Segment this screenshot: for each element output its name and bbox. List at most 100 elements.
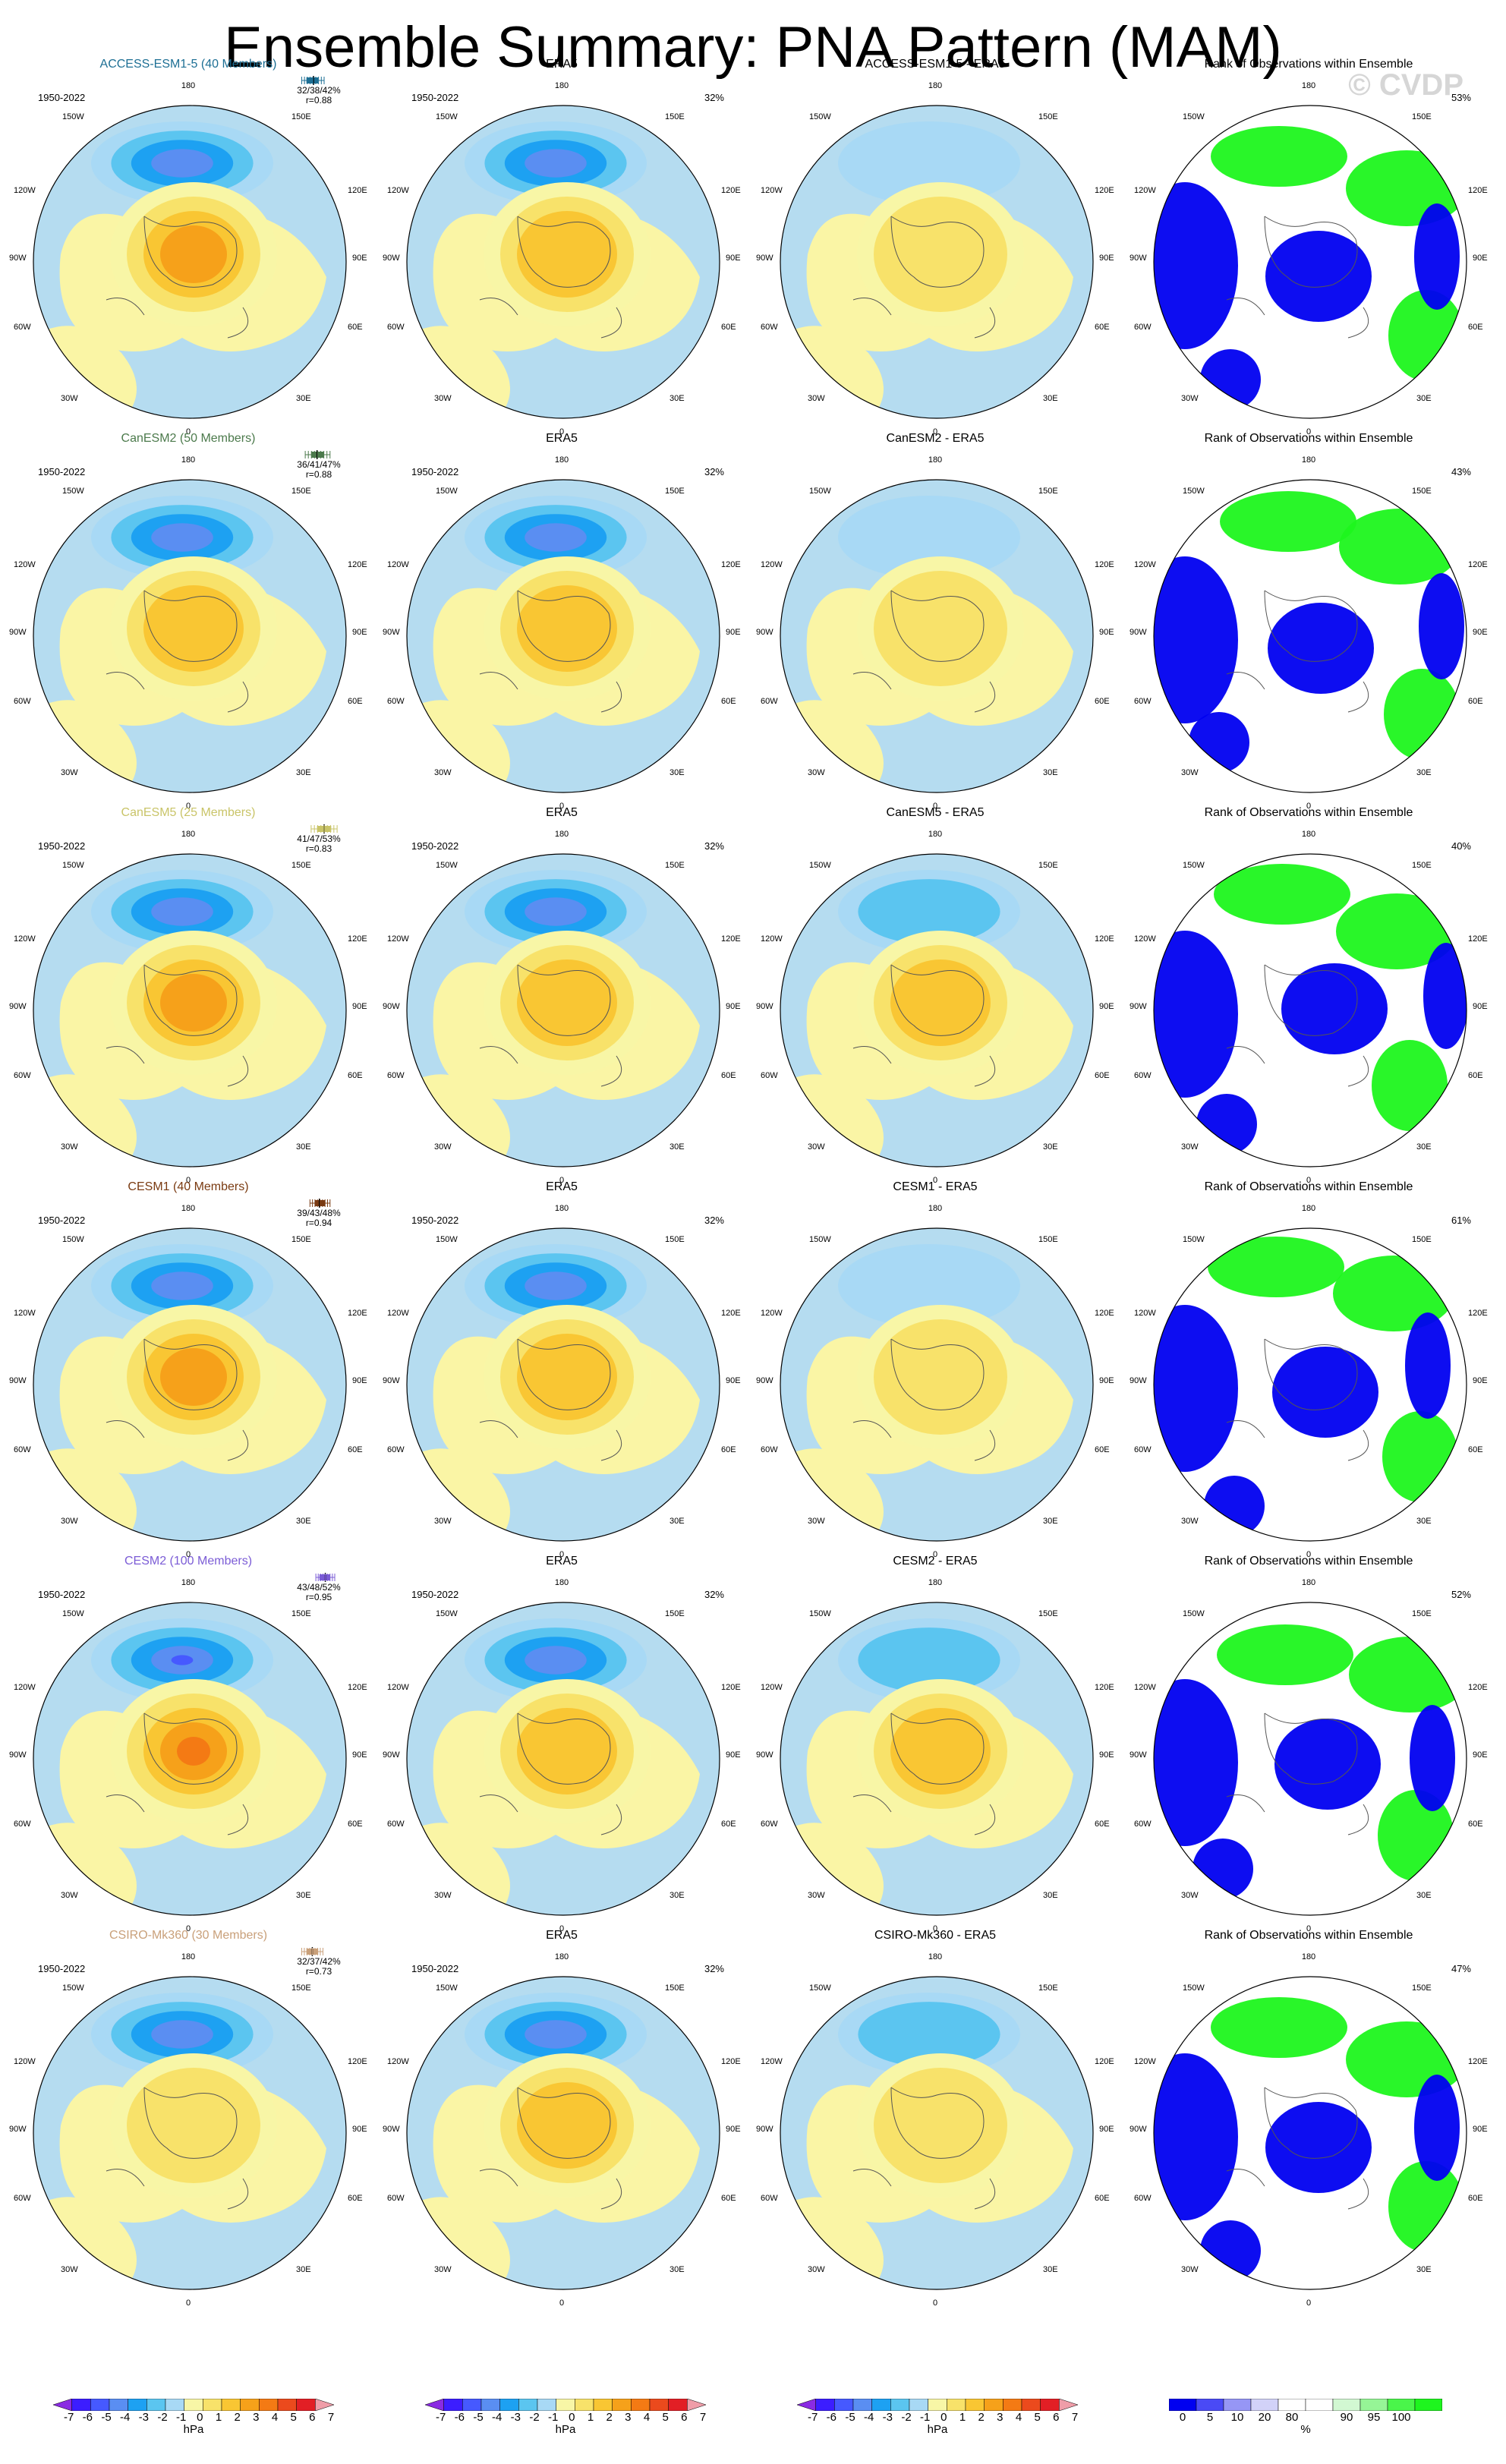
compass-label-mid_lower_right: 60E — [1468, 697, 1483, 706]
difference-panel-title: CESM1 - ERA5 — [893, 1180, 978, 1193]
rank-region — [1339, 509, 1460, 584]
colorbar-swatch — [871, 2399, 891, 2411]
years-label: 1950-2022 — [38, 92, 86, 103]
colorbar-tick-label: -3 — [882, 2411, 893, 2424]
map-border — [1153, 1602, 1467, 1916]
colorbar-swatch — [296, 2399, 316, 2411]
compass-label-right: 90E — [1473, 1002, 1488, 1011]
compass-label-mid_upper_left: 120W — [761, 560, 783, 569]
arctic-high-contour — [874, 1319, 1007, 1435]
compass-label-lower_left: 30W — [1181, 394, 1199, 403]
compass-label-top: 180 — [1301, 1578, 1316, 1587]
compass-label-left: 90W — [383, 1750, 400, 1760]
colorbar-swatch — [518, 2399, 538, 2411]
compass-label-left: 90W — [9, 1376, 27, 1385]
compass-label-top: 180 — [181, 830, 196, 839]
coastlines — [852, 1713, 996, 1835]
colorbar-tick-label: -1 — [547, 2411, 559, 2424]
compass-label-upper_right: 150E — [291, 487, 311, 496]
era5-panel: ERA5 1950-2022 32% 180 0 90W 90E 150W 150E 120W 12… — [373, 431, 750, 811]
arctic-high-contour — [890, 959, 991, 1046]
coastlines — [852, 216, 996, 339]
rank-region — [1204, 1476, 1265, 1536]
compass-label-upper_right: 150E — [291, 1235, 311, 1244]
compass-label-mid_lower_right: 60E — [1095, 697, 1110, 706]
stat-correlation: r=0.94 — [305, 1218, 332, 1228]
compass-label-lower_right: 30E — [670, 768, 685, 777]
stat-correlation: r=0.83 — [305, 843, 332, 854]
compass-label-mid_upper_right: 120E — [348, 934, 367, 944]
rank-percent: 47% — [1451, 1963, 1471, 1974]
rank-region — [1208, 1237, 1344, 1297]
ensemble-stats: 36/41/47% r=0.88 — [288, 460, 349, 480]
compass-label-mid_upper_right: 120E — [1468, 2057, 1488, 2066]
compass-label-lower_right: 30E — [1416, 768, 1432, 777]
compass-label-right: 90E — [726, 1750, 741, 1760]
colorbar-tick-label: 6 — [1053, 2411, 1060, 2424]
stat-correlation: r=0.88 — [305, 469, 332, 480]
rank-region — [1405, 1312, 1451, 1419]
rank-percent: 43% — [1451, 466, 1471, 477]
rank-panel-title: Rank of Observations within Ensemble — [1204, 1180, 1413, 1193]
compass-label-bottom: 0 — [932, 427, 938, 436]
colorbar-tick-label: 80 — [1285, 2411, 1299, 2424]
compass-label-top: 180 — [554, 830, 569, 839]
compass-label-mid_upper_left: 120W — [387, 560, 409, 569]
compass-label-top: 180 — [181, 81, 196, 90]
coastlines — [106, 590, 249, 713]
era5-panel: ERA5 1950-2022 32% 180 0 90W 90E 150W 150E 120W 12… — [373, 1554, 750, 1933]
era5-percent: 32% — [704, 1963, 724, 1974]
map-border — [1153, 1976, 1467, 2290]
colorbar-swatches — [425, 2399, 706, 2411]
era5-map — [406, 853, 720, 1167]
compass-label-mid_upper_left: 120W — [761, 2057, 783, 2066]
compass-label-bottom: 0 — [559, 1550, 565, 1559]
years-label: 1950-2022 — [38, 1589, 86, 1600]
compass-label-lower_left: 30W — [61, 394, 78, 403]
compass-label-bottom: 0 — [559, 427, 565, 436]
pacific-low-contour — [525, 523, 587, 552]
compass-label-upper_right: 150E — [1038, 1983, 1058, 1993]
arctic-high-contour — [517, 1334, 617, 1420]
difference-map — [780, 1227, 1094, 1542]
rank-region — [1193, 1839, 1253, 1899]
compass-label-mid_lower_left: 60W — [14, 1071, 31, 1080]
colorbar-tick-label: 2 — [606, 2411, 613, 2424]
rank-map — [1153, 1602, 1467, 1916]
ensemble-stats: 43/48/52% r=0.95 — [288, 1583, 349, 1602]
rank-map — [1153, 1976, 1467, 2290]
compass-label-top: 180 — [181, 1204, 196, 1213]
colorbar-swatch — [556, 2399, 575, 2411]
compass-label-lower_right: 30E — [1416, 1891, 1432, 1900]
compass-label-mid_upper_right: 120E — [721, 2057, 741, 2066]
era5-panel-title: ERA5 — [546, 432, 578, 445]
compass-label-mid_upper_right: 120E — [1095, 934, 1114, 944]
stat-percent: 39/43/48% — [297, 1208, 341, 1218]
compass-label-mid_lower_left: 60W — [387, 323, 405, 332]
era5-panel-title: ERA5 — [546, 1929, 578, 1942]
rank-region — [1388, 290, 1464, 381]
coastlines — [106, 2087, 249, 2210]
compass-label-lower_right: 30E — [296, 1891, 311, 1900]
compass-label-lower_right: 30E — [670, 394, 685, 403]
map-border — [780, 105, 1094, 419]
compass-label-bottom: 0 — [559, 2299, 565, 2308]
compass-label-upper_right: 150E — [291, 112, 311, 121]
compass-label-mid_lower_left: 60W — [14, 1445, 31, 1454]
arctic-high-contour — [517, 585, 617, 672]
colorbar-swatch — [1003, 2399, 1022, 2411]
compass-label-upper_left: 150W — [436, 112, 458, 121]
model-panel-title: ACCESS-ESM1-5 (40 Members) — [99, 58, 277, 71]
rank-panel: Rank of Observations within Ensemble 40% 1… — [1120, 805, 1497, 1185]
compass-label-right: 90E — [1473, 628, 1488, 637]
compass-label-upper_left: 150W — [809, 487, 831, 496]
rank-map — [1153, 853, 1467, 1167]
compass-label-mid_upper_left: 120W — [387, 1683, 409, 1692]
compass-label-lower_left: 30W — [808, 1142, 825, 1152]
arctic-high-contour — [874, 197, 1007, 312]
pattern-colorbar-1: -7 -6 -5 -4 -3 -2 -1 0 1 2 3 4 5 6 7 hPa — [53, 2399, 334, 2436]
compass-label-upper_left: 150W — [62, 1235, 84, 1244]
compass-label-mid_upper_left: 120W — [761, 186, 783, 195]
compass-label-lower_right: 30E — [670, 1142, 685, 1152]
model-panel: CanESM2 (50 Members) 1950-2022 36/41/47% r=… — [0, 431, 376, 811]
